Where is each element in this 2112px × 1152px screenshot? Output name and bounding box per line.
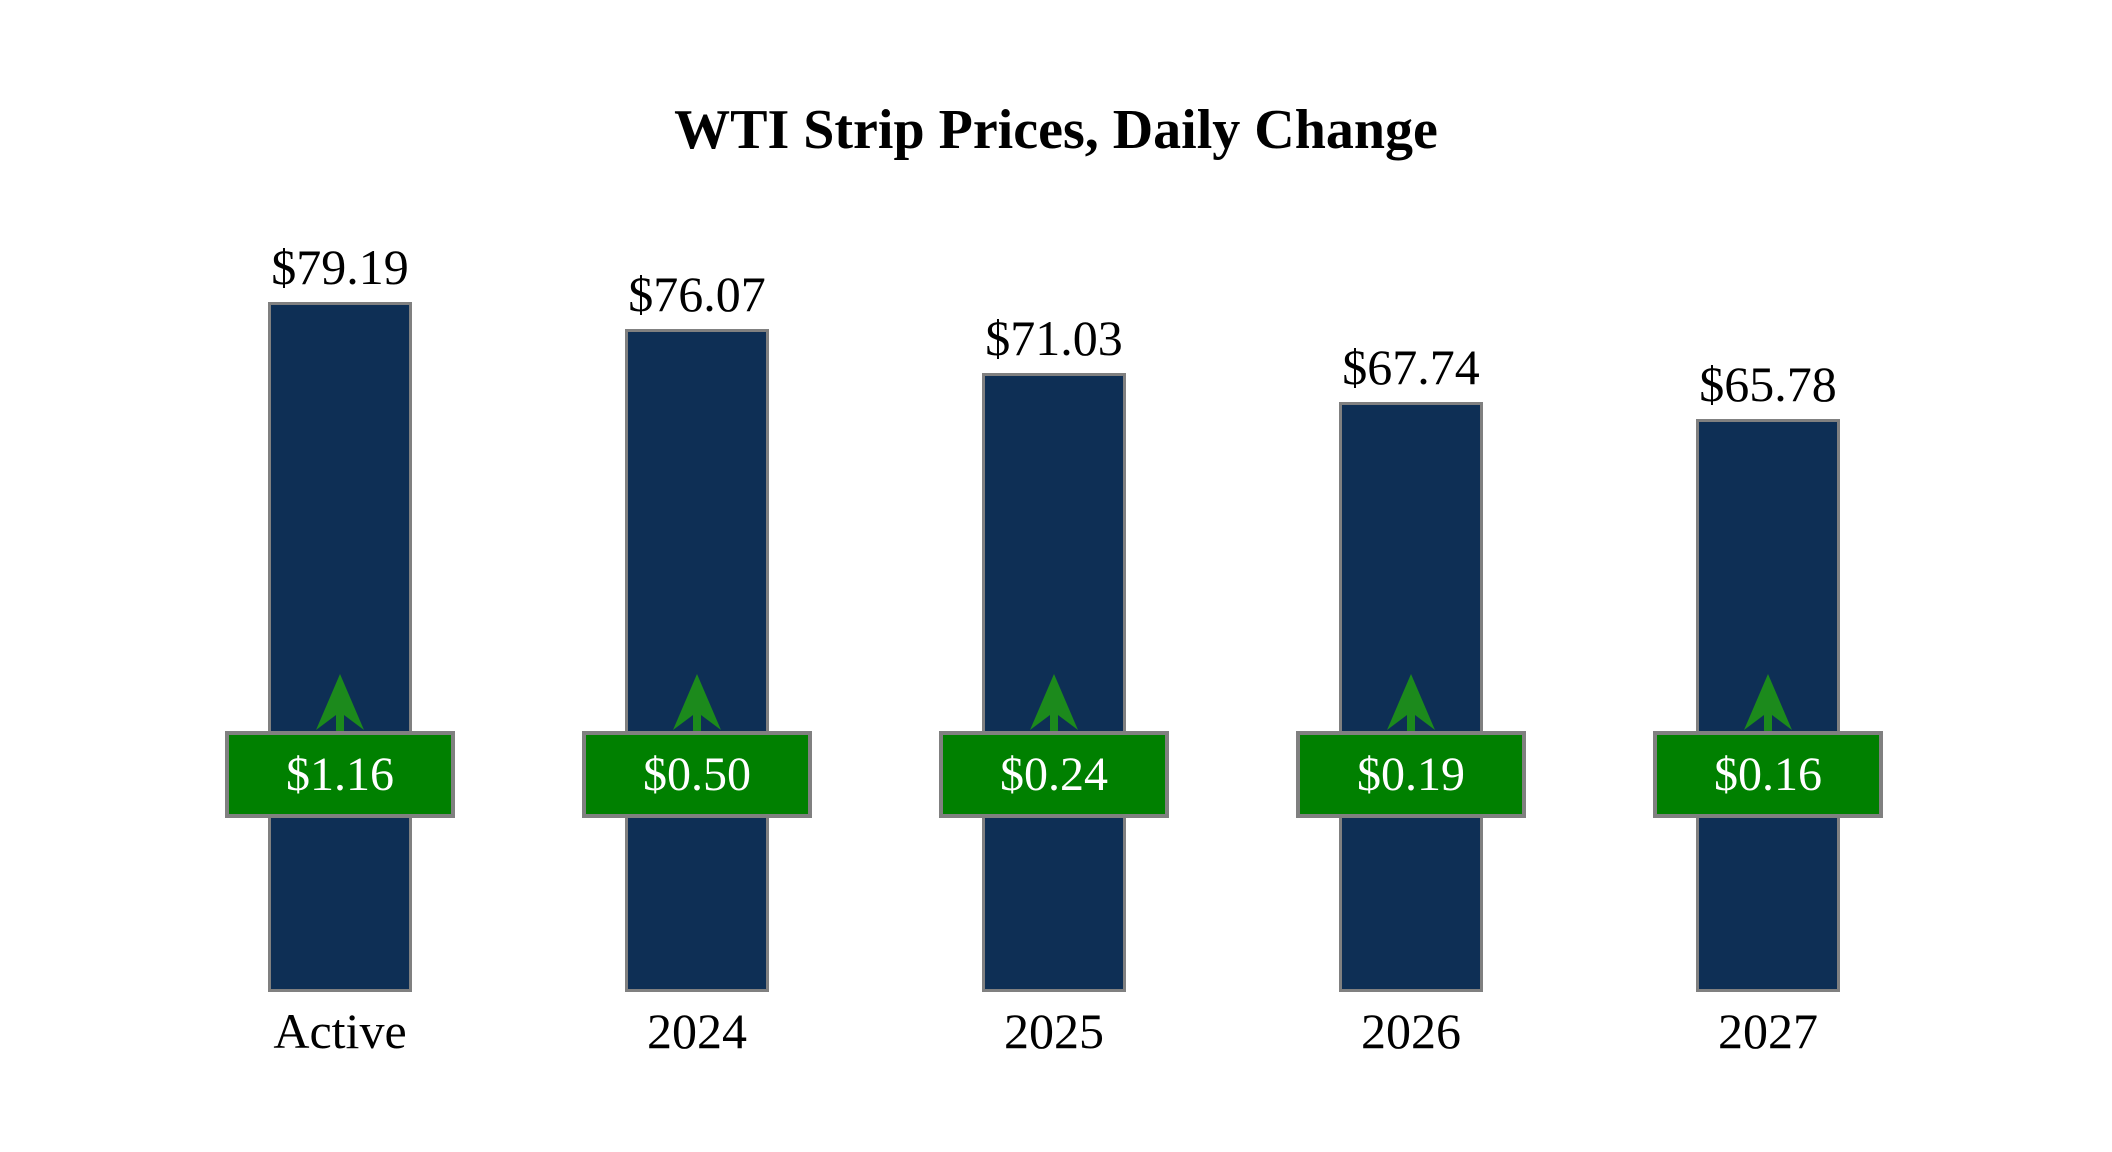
chart-title: WTI Strip Prices, Daily Change	[674, 99, 1438, 161]
up-arrow-icon	[673, 674, 721, 732]
up-arrow-icon	[316, 674, 364, 732]
change-value-label: $1.16	[286, 747, 394, 801]
change-value-label: $0.16	[1714, 747, 1822, 801]
change-badge: $0.24	[939, 731, 1169, 818]
up-arrow-icon	[1387, 674, 1435, 732]
change-badge: $0.50	[582, 731, 812, 818]
category-label-2027: 2027	[1718, 1003, 1818, 1059]
bar-2024	[625, 329, 769, 992]
category-label-active: Active	[273, 1003, 407, 1059]
change-value-label: $0.24	[1000, 747, 1108, 801]
category-label-2025: 2025	[1004, 1003, 1104, 1059]
change-badge: $1.16	[225, 731, 455, 818]
category-label-2026: 2026	[1361, 1003, 1461, 1059]
change-value-label: $0.19	[1357, 747, 1465, 801]
category-label-2024: 2024	[647, 1003, 747, 1059]
bar-active	[268, 302, 412, 992]
change-badge: $0.19	[1296, 731, 1526, 818]
bar-value-label: $71.03	[985, 310, 1123, 366]
change-badge: $0.16	[1653, 731, 1883, 818]
change-value-label: $0.50	[643, 747, 751, 801]
bar-value-label: $67.74	[1342, 339, 1480, 395]
up-arrow-icon	[1030, 674, 1078, 732]
up-arrow-icon	[1744, 674, 1792, 732]
bar-value-label: $76.07	[628, 266, 766, 322]
bar-value-label: $79.19	[271, 239, 409, 295]
bar-value-label: $65.78	[1699, 356, 1837, 412]
